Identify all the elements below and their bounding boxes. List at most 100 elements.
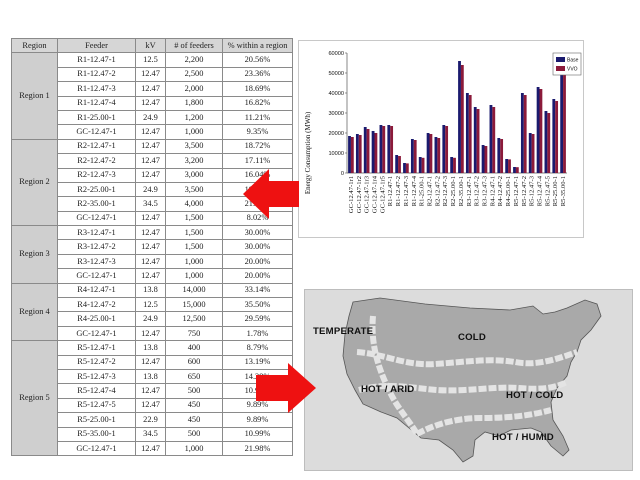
feeder-cell: R4-12.47-2 <box>57 297 136 313</box>
legend-label-base: Base <box>567 58 579 64</box>
x-tick-label: GC-12.47-1r2 <box>356 176 363 213</box>
num-feeders-cell: 1,000 <box>165 124 223 140</box>
bar-vvo <box>539 89 543 173</box>
bar-vvo <box>405 163 409 173</box>
x-tick-label: R2-35.00-1 <box>458 176 465 206</box>
kv-cell: 12.47 <box>135 253 166 270</box>
zone-label-hot-arid: HOT / ARID <box>361 384 415 395</box>
num-feeders-cell: 3,500 <box>165 138 223 155</box>
feeder-cell: R1-25.00-1 <box>57 109 136 126</box>
num-feeders-cell: 1,000 <box>165 440 223 457</box>
bar-vvo <box>484 146 488 173</box>
x-tick-label: R2-12.47-2 <box>434 176 441 206</box>
feeder-cell: R2-12.47-3 <box>57 167 136 183</box>
feeder-cell: GC-12.47-1 <box>57 440 136 457</box>
kv-cell: 12.47 <box>135 81 166 97</box>
kv-cell: 12.47 <box>135 138 166 155</box>
x-tick-label: R1-12.47-4 <box>411 175 418 206</box>
zone-label-temperate: TEMPERATE <box>313 326 374 337</box>
bar-base <box>371 131 375 173</box>
kv-cell: 12.47 <box>135 325 166 342</box>
feeder-table: Region Feeder kV # of feeders % within a… <box>11 37 293 457</box>
num-feeders-cell: 500 <box>165 383 223 399</box>
bar-vvo <box>398 156 401 173</box>
kv-cell: 13.8 <box>135 282 166 299</box>
percent-cell: 20.00% <box>222 268 293 284</box>
x-tick-label: R1-12.47-1 <box>387 176 394 206</box>
table-row: R1-12.47-3 12.47 2,000 18.69% <box>12 81 293 97</box>
table-row: Region 4 R4-12.47-1 13.8 14,000 33.14% <box>11 282 293 342</box>
table-body: Region 1 R1-12.47-1 12.5 2,200 20.56% R1-12.4… <box>11 52 293 457</box>
bar-base <box>465 93 469 173</box>
bar-vvo <box>421 157 425 173</box>
bar-base <box>560 73 564 173</box>
percent-cell: 20.56% <box>222 52 293 68</box>
x-tick-label: R5-12.47-3 <box>529 175 536 206</box>
bar-base <box>513 167 516 173</box>
feeder-cell: GC-12.47-1 <box>57 325 136 342</box>
percent-cell: 33.14% <box>222 282 293 299</box>
y-tick-label: 10000 <box>328 151 344 157</box>
climate-zone-map: TEMPERATE COLD HOT / ARID HOT / COLD HOT… <box>304 289 633 471</box>
bar-vvo <box>508 159 511 173</box>
bar-vvo <box>358 135 362 173</box>
kv-cell: 12.5 <box>135 52 166 68</box>
bar-vvo <box>563 75 566 173</box>
bar-vvo <box>350 137 354 173</box>
bar-base <box>395 155 399 173</box>
feeder-cell: R2-25.00-1 <box>57 181 136 198</box>
feeder-cell: R5-35.00-1 <box>57 426 136 442</box>
num-feeders-cell: 1,500 <box>165 239 223 255</box>
bar-base <box>552 99 556 173</box>
bar-vvo <box>413 140 417 173</box>
table-row: R3-12.47-3 12.47 1,000 20.00% <box>12 253 293 270</box>
percent-cell: 18.69% <box>222 81 293 97</box>
num-feeders-cell: 1,500 <box>165 210 223 227</box>
bar-base <box>528 133 532 173</box>
table-row: GC-12.47-1 12.47 750 1.78% <box>12 325 293 342</box>
kv-cell: 34.5 <box>135 196 166 212</box>
header-percent-within-region: % within a region <box>222 37 293 54</box>
num-feeders-cell: 12,500 <box>165 311 223 327</box>
bar-vvo <box>547 113 551 173</box>
feeder-cell: R1-12.47-3 <box>57 81 136 97</box>
x-tick-label: R1-12.47-2 <box>395 176 402 206</box>
bar-vvo <box>382 126 386 173</box>
percent-cell: 20.00% <box>222 253 293 270</box>
bar-base <box>536 87 540 173</box>
percent-cell: 17.11% <box>222 153 293 169</box>
zone-band-temperate-cold <box>356 349 579 368</box>
x-tick-label: R2-12.47-3 <box>442 175 449 206</box>
table-row: GC-12.47-1 12.47 1,000 9.35% <box>12 124 293 140</box>
feeder-cell: R2-35.00-1 <box>57 196 136 212</box>
bar-vvo <box>374 133 378 173</box>
x-tick-label: R1-25.00-1 <box>419 176 426 206</box>
num-feeders-cell: 1,000 <box>165 268 223 284</box>
kv-cell: 12.47 <box>135 354 166 370</box>
num-feeders-cell: 2,500 <box>165 66 223 83</box>
bar-base <box>544 111 548 173</box>
num-feeders-cell: 750 <box>165 325 223 342</box>
num-feeders-cell: 1,800 <box>165 95 223 111</box>
num-feeders-cell: 3,000 <box>165 167 223 183</box>
bar-vvo <box>453 157 456 173</box>
y-tick-label: 40000 <box>328 91 344 97</box>
kv-cell: 12.47 <box>135 66 166 83</box>
kv-cell: 12.47 <box>135 95 166 111</box>
kv-cell: 12.47 <box>135 268 166 284</box>
bar-vvo <box>437 138 441 173</box>
feeder-cell: R1-12.47-1 <box>57 52 136 68</box>
bar-base <box>505 159 509 173</box>
y-tick-label: 20000 <box>328 131 344 137</box>
bar-vvo <box>366 129 370 173</box>
bar-vvo <box>445 126 449 173</box>
bar-vvo <box>476 109 480 173</box>
kv-cell: 13.8 <box>135 340 166 356</box>
num-feeders-cell: 450 <box>165 397 223 414</box>
kv-cell: 12.5 <box>135 297 166 313</box>
feeder-cell: R3-12.47-3 <box>57 253 136 270</box>
table-row: R1-12.47-2 12.47 2,500 23.36% <box>12 66 293 83</box>
x-tick-label: GC-12.47-1r3 <box>364 175 371 213</box>
percent-cell: 30.00% <box>222 239 293 255</box>
